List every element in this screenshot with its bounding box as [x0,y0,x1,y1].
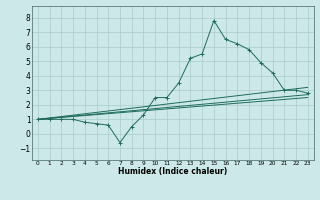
X-axis label: Humidex (Indice chaleur): Humidex (Indice chaleur) [118,167,228,176]
